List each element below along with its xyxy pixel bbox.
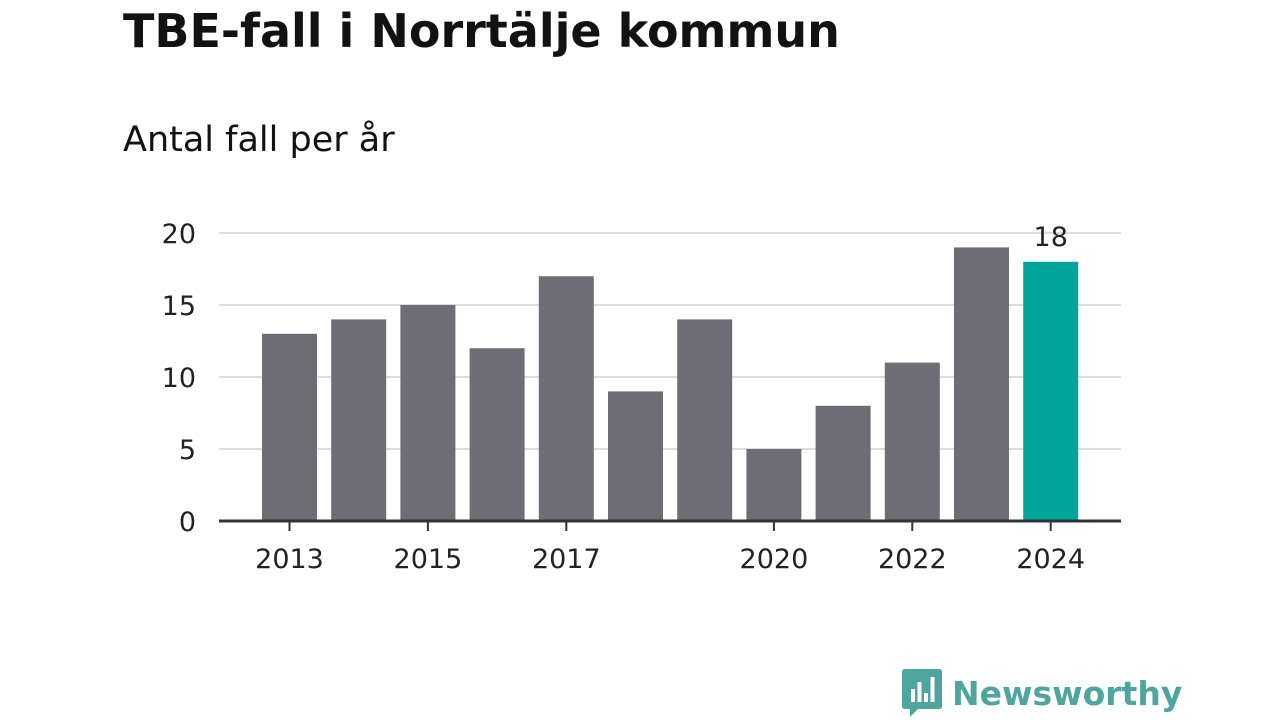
y-tick-label: 15 xyxy=(162,291,196,322)
bar xyxy=(538,276,594,521)
bar-highlight xyxy=(1023,261,1079,521)
bar xyxy=(262,333,317,521)
bar xyxy=(469,348,525,521)
x-tick-label: 2020 xyxy=(740,544,809,575)
bar xyxy=(331,319,387,521)
x-tick-label: 2022 xyxy=(878,544,947,575)
bar xyxy=(400,305,456,521)
bar xyxy=(815,405,871,521)
newsworthy-logo: Newsworthy xyxy=(902,668,1182,718)
x-tick-label: 2017 xyxy=(532,544,601,575)
bar xyxy=(954,247,1009,521)
y-tick-label: 0 xyxy=(179,507,196,538)
y-tick-label: 5 xyxy=(179,435,196,466)
bar xyxy=(608,391,663,521)
x-tick-label: 2015 xyxy=(394,544,463,575)
brand-name: Newsworthy xyxy=(952,673,1183,713)
bar xyxy=(677,319,733,521)
bar-chart-speech-bubble-icon xyxy=(902,669,942,717)
x-tick-label: 2013 xyxy=(255,544,324,575)
y-tick-label: 10 xyxy=(162,363,196,394)
x-tick-label: 2024 xyxy=(1016,544,1085,575)
bar xyxy=(884,362,940,521)
data-label: 18 xyxy=(1034,222,1068,253)
y-tick-label: 20 xyxy=(162,219,196,250)
chart-subtitle: Antal fall per år xyxy=(123,120,395,160)
bar xyxy=(746,449,802,521)
chart-title: TBE-fall i Norrtälje kommun xyxy=(123,4,840,58)
